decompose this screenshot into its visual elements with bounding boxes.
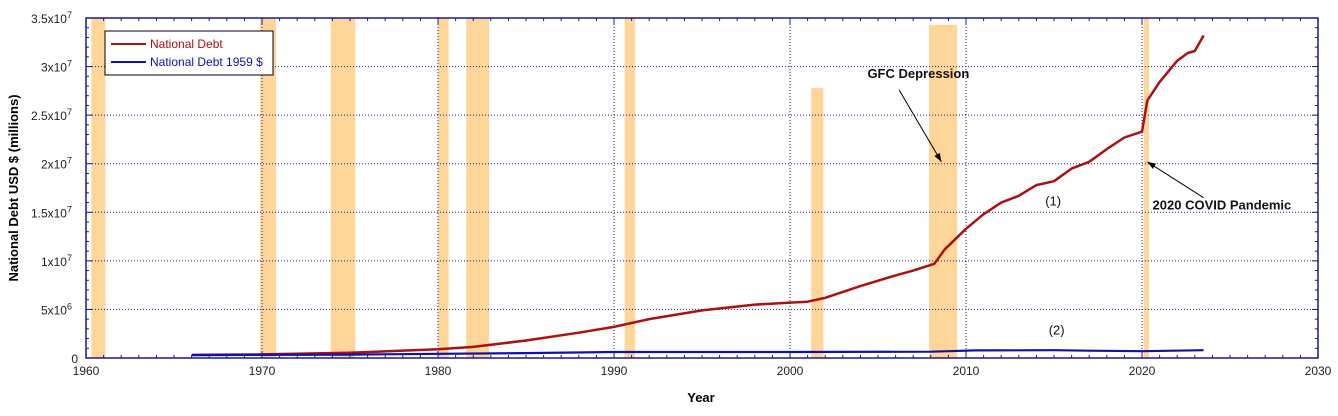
y-tick-label: 2.5x107 bbox=[31, 107, 72, 123]
y-tick-exponent: 6 bbox=[67, 301, 72, 311]
recession-band bbox=[624, 18, 636, 358]
y-tick-label: 1.5x107 bbox=[31, 204, 72, 220]
y-axis-label: National Debt USD $ (millions) bbox=[6, 94, 21, 281]
y-tick-label: 3x107 bbox=[41, 59, 72, 75]
y-tick-exponent: 7 bbox=[67, 204, 72, 214]
recession-band bbox=[330, 18, 356, 358]
recession-band bbox=[438, 18, 449, 358]
annotation-arrow bbox=[898, 89, 942, 163]
x-tick-label: 1980 bbox=[425, 364, 452, 378]
series-line-national-debt bbox=[191, 34, 1205, 357]
x-tick-label: 1990 bbox=[601, 364, 628, 378]
y-tick-label: 1x107 bbox=[41, 253, 72, 269]
recession-band bbox=[466, 18, 490, 358]
axis-ticks: 1960 1970 1980 1990 2000 2010 2020 2030 0 5x106 1x… bbox=[31, 10, 1332, 378]
annotations: GFC Depression 2020 COVID Pandemic (1) (2) bbox=[867, 66, 1291, 337]
recession-band bbox=[1143, 18, 1150, 358]
recession-band bbox=[260, 18, 277, 358]
y-tick-exponent: 7 bbox=[67, 253, 72, 263]
legend-label-national-debt-1959: National Debt 1959 $ bbox=[150, 55, 263, 69]
recession-bands bbox=[91, 18, 1150, 359]
x-tick-label: 2020 bbox=[1129, 364, 1156, 378]
series-lines bbox=[191, 34, 1205, 357]
y-tick-label: 3.5x107 bbox=[31, 10, 72, 26]
legend: National Debt National Debt 1959 $ bbox=[104, 30, 274, 76]
x-tick-label: 1970 bbox=[249, 364, 276, 378]
x-tick-label: 2030 bbox=[1305, 364, 1332, 378]
legend-label-national-debt: National Debt bbox=[150, 37, 223, 51]
annotation-label: (2) bbox=[1049, 323, 1065, 338]
arrow-head-icon bbox=[1147, 161, 1157, 169]
annotation-arrow bbox=[1147, 161, 1204, 199]
y-tick-exponent: 7 bbox=[67, 107, 72, 117]
x-tick-label: 2000 bbox=[777, 364, 804, 378]
x-axis-label: Year bbox=[687, 390, 714, 405]
arrow-head-icon bbox=[934, 152, 942, 162]
y-tick-exponent: 7 bbox=[67, 10, 72, 20]
x-tick-label: 1960 bbox=[73, 364, 100, 378]
y-tick-label: 0 bbox=[71, 352, 78, 366]
y-tick-exponent: 7 bbox=[67, 59, 72, 69]
x-tick-label: 2010 bbox=[953, 364, 980, 378]
recession-band bbox=[929, 24, 958, 359]
annotation-label: GFC Depression bbox=[867, 66, 969, 81]
y-tick-label: 2x107 bbox=[41, 156, 72, 172]
annotation-label: (1) bbox=[1045, 193, 1061, 208]
y-tick-exponent: 7 bbox=[67, 156, 72, 166]
annotation-label: 2020 COVID Pandemic bbox=[1153, 197, 1292, 212]
recession-band bbox=[811, 87, 824, 358]
y-tick-label: 5x106 bbox=[41, 301, 72, 317]
recession-band bbox=[91, 18, 106, 358]
series-line-national-debt-1959 bbox=[191, 349, 1204, 357]
